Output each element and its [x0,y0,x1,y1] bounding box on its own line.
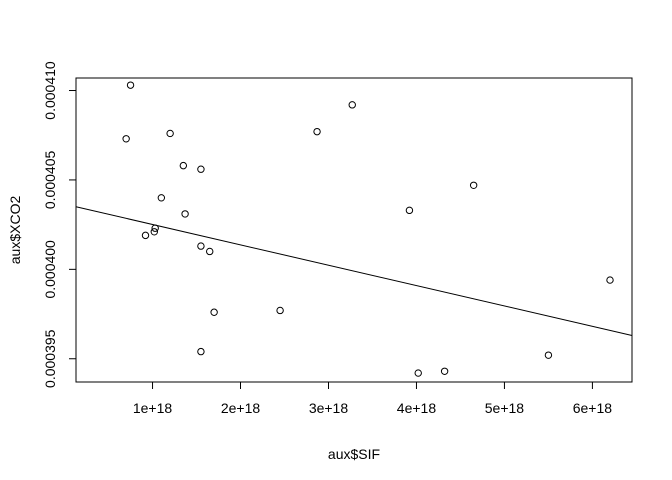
data-point [166,129,174,138]
y-axis-label: aux$XCO2 [7,196,23,265]
x-tick-label: 2e+18 [221,400,261,416]
regression-line-group [75,206,633,336]
data-point [150,228,158,236]
data-point [157,194,166,202]
data-point [276,306,284,315]
data-point [141,231,150,240]
data-points [122,81,614,377]
x-tick-label: 1e+18 [133,400,173,416]
y-tick-label: 0.000410 [42,61,58,120]
data-point [206,247,214,256]
data-point [606,276,614,284]
x-axis: 1e+18 2e+18 3e+18 4e+18 5e+18 6e+18 [133,381,613,416]
x-tick-label: 5e+18 [485,400,525,416]
data-point [122,135,130,143]
y-tick-label: 0.000405 [42,151,58,210]
data-point [440,367,449,375]
data-point [405,206,414,215]
x-tick-label: 3e+18 [309,400,349,416]
data-point [179,161,188,170]
data-point [348,101,356,109]
data-point [197,347,205,356]
x-tick-label: 4e+18 [397,400,437,416]
plot-frame [75,77,633,383]
regression-line [75,206,633,336]
data-point [210,308,218,316]
data-point [197,242,205,250]
y-axis: 0.000395 0.000400 0.000405 0.000410 [42,61,77,388]
data-point [414,369,422,377]
x-tick-label: 6e+18 [573,400,613,416]
x-axis-label: aux$SIF [328,446,380,462]
data-point [469,181,478,189]
data-point [181,210,189,218]
data-point [544,351,553,359]
data-point [313,127,321,136]
y-tick-label: 0.000400 [42,240,58,299]
data-point [126,81,135,89]
y-tick-label: 0.000395 [42,329,58,388]
data-point [197,165,205,173]
